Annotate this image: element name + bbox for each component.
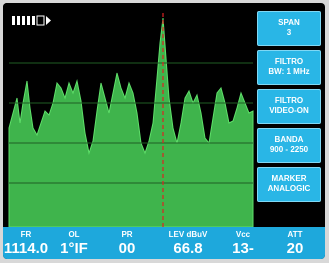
menu-title: FILTRO	[258, 96, 320, 106]
status-label: Vcc	[221, 230, 265, 239]
status-value: 00	[99, 240, 155, 257]
menu-value: BW: 1 MHz	[258, 67, 320, 77]
menu-value: 900 - 2250	[258, 145, 320, 155]
menu-title: BANDA	[258, 135, 320, 145]
status-value: 13-17h	[221, 240, 265, 259]
status-label: LEV dBuV	[155, 230, 221, 239]
status-value: 66.8	[155, 240, 221, 257]
status-label: FR	[3, 230, 49, 239]
page: {"menu":[ {"title":"SPAN","value":"3"}, …	[0, 0, 329, 263]
menu-title: MARKER	[258, 174, 320, 184]
status-value: 1114.0	[3, 240, 49, 257]
menu-value: ANALOGIC	[258, 184, 320, 194]
status-label: PR	[99, 230, 155, 239]
status-value: 20	[265, 240, 325, 257]
spectrum-plot	[3, 3, 255, 227]
status-label: ATT	[265, 230, 325, 239]
menu-value: VIDEO-ON	[258, 106, 320, 116]
menu-title: FILTRO	[258, 57, 320, 67]
menu-title: SPAN	[258, 18, 320, 28]
status-label: OL	[49, 230, 99, 239]
status-value: 1°IF	[49, 240, 99, 257]
menu-value: 3	[258, 28, 320, 38]
